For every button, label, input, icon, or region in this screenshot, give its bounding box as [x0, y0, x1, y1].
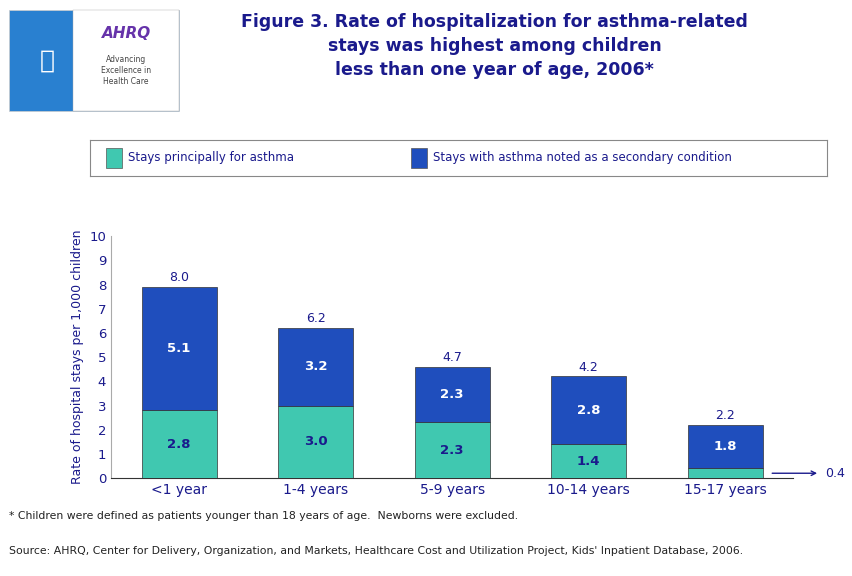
- Text: 3.0: 3.0: [303, 435, 327, 448]
- Text: Stays with asthma noted as a secondary condition: Stays with asthma noted as a secondary c…: [432, 151, 731, 164]
- Bar: [414, 422, 489, 478]
- Bar: [687, 425, 762, 468]
- Text: 1.8: 1.8: [712, 440, 736, 453]
- Text: Source: AHRQ, Center for Delivery, Organization, and Markets, Healthcare Cost an: Source: AHRQ, Center for Delivery, Organ…: [9, 546, 742, 556]
- Text: 8.0: 8.0: [169, 271, 189, 284]
- Text: 4.2: 4.2: [578, 361, 598, 374]
- Text: 🦅: 🦅: [39, 48, 55, 73]
- Bar: [687, 468, 762, 478]
- Text: 0.4: 0.4: [825, 467, 844, 480]
- FancyBboxPatch shape: [72, 10, 179, 111]
- Text: Figure 3. Rate of hospitalization for asthma-related
stays was highest among chi: Figure 3. Rate of hospitalization for as…: [241, 13, 747, 79]
- Bar: [410, 148, 426, 168]
- Text: 2.2: 2.2: [714, 409, 734, 422]
- Bar: [278, 328, 353, 406]
- Text: Stays principally for asthma: Stays principally for asthma: [128, 151, 294, 164]
- Bar: [278, 406, 353, 478]
- Text: AHRQ: AHRQ: [101, 26, 151, 41]
- Text: * Children were defined as patients younger than 18 years of age.  Newborns were: * Children were defined as patients youn…: [9, 511, 517, 521]
- Bar: [414, 367, 489, 422]
- Text: 4.7: 4.7: [441, 351, 462, 364]
- Y-axis label: Rate of hospital stays per 1,000 children: Rate of hospital stays per 1,000 childre…: [71, 230, 83, 484]
- Bar: [550, 377, 625, 444]
- Text: 2.8: 2.8: [576, 404, 600, 417]
- Text: 6.2: 6.2: [305, 312, 325, 325]
- Text: 1.4: 1.4: [576, 454, 600, 468]
- FancyBboxPatch shape: [9, 10, 179, 111]
- Bar: [550, 444, 625, 478]
- Text: 3.2: 3.2: [303, 361, 327, 373]
- Bar: [106, 148, 122, 168]
- Text: Advancing
Excellence in
Health Care: Advancing Excellence in Health Care: [101, 55, 151, 86]
- Bar: [141, 410, 216, 478]
- Text: 2.3: 2.3: [440, 388, 463, 401]
- Bar: [141, 287, 216, 410]
- Text: 5.1: 5.1: [167, 342, 191, 355]
- Text: 2.3: 2.3: [440, 444, 463, 457]
- Text: 2.8: 2.8: [167, 438, 191, 450]
